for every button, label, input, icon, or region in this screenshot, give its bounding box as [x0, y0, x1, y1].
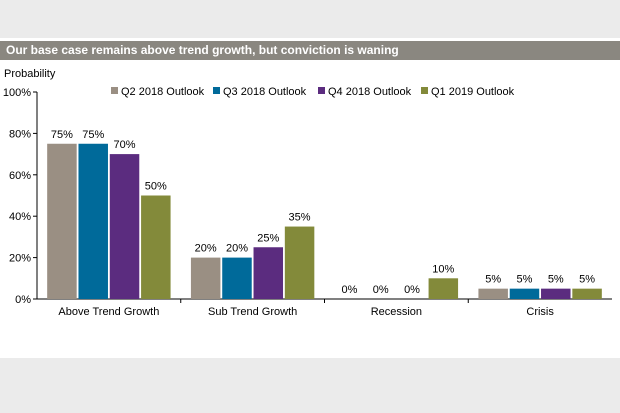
- bar: [428, 278, 459, 299]
- bar: [509, 288, 540, 299]
- data-label: 0%: [373, 284, 389, 296]
- y-tick-label: 100%: [3, 87, 31, 99]
- legend-swatch: [318, 87, 325, 94]
- legend-swatch: [213, 87, 220, 94]
- bar: [222, 257, 252, 299]
- data-label: 25%: [257, 232, 279, 244]
- legend-label: Q4 2018 Outlook: [328, 86, 412, 98]
- data-label: 5%: [548, 274, 564, 286]
- data-label: 20%: [226, 243, 248, 255]
- y-tick-label: 40%: [9, 211, 31, 223]
- bar: [572, 288, 602, 299]
- y-tick-label: 80%: [9, 128, 31, 140]
- bar: [284, 226, 315, 299]
- y-tick-label: 0%: [15, 294, 31, 306]
- data-label: 75%: [51, 129, 73, 141]
- y-tick-label: 20%: [9, 253, 31, 265]
- bar: [253, 247, 284, 299]
- bar: [478, 288, 508, 299]
- data-label: 20%: [195, 243, 217, 255]
- data-label: 70%: [114, 139, 136, 151]
- legend-label: Q2 2018 Outlook: [121, 86, 205, 98]
- legend-swatch: [421, 87, 428, 94]
- data-label: 0%: [404, 284, 420, 296]
- bar: [47, 143, 77, 299]
- x-tick-label: Recession: [371, 306, 422, 318]
- data-label: 50%: [145, 181, 167, 193]
- data-label: 35%: [289, 212, 311, 224]
- x-tick-label: Crisis: [526, 306, 554, 318]
- data-label: 5%: [579, 274, 595, 286]
- x-tick-label: Sub Trend Growth: [208, 306, 297, 318]
- y-axis-label: Probability: [4, 68, 56, 80]
- legend: Q2 2018 Outlook Q3 2018 Outlook Q4 2018 Ou…: [111, 86, 515, 98]
- y-tick-label: 60%: [9, 170, 31, 182]
- bar: [190, 257, 221, 299]
- data-label: 5%: [517, 274, 533, 286]
- legend-label: Q1 2019 Outlook: [431, 86, 515, 98]
- x-tick-label: Above Trend Growth: [58, 306, 159, 318]
- data-label: 0%: [341, 284, 357, 296]
- bar: [141, 195, 171, 299]
- data-label: 10%: [432, 263, 454, 275]
- data-label: 75%: [82, 129, 104, 141]
- bar: [109, 154, 140, 299]
- axes: 0% 20% 40% 60% 80% 100% Above Trend Growth Sub …: [3, 87, 612, 318]
- bars: [47, 143, 602, 299]
- bar: [541, 288, 571, 299]
- chart-title-bar: Our base case remains above trend growth…: [0, 41, 620, 60]
- legend-label: Q3 2018 Outlook: [223, 86, 307, 98]
- legend-swatch: [111, 87, 118, 94]
- data-label: 5%: [485, 274, 501, 286]
- bar: [78, 143, 108, 299]
- data-labels: 75% 75% 70% 50% 20% 20% 25% 35% 0% 0% 0% 10% 5% 5% 5% 5…: [51, 129, 595, 296]
